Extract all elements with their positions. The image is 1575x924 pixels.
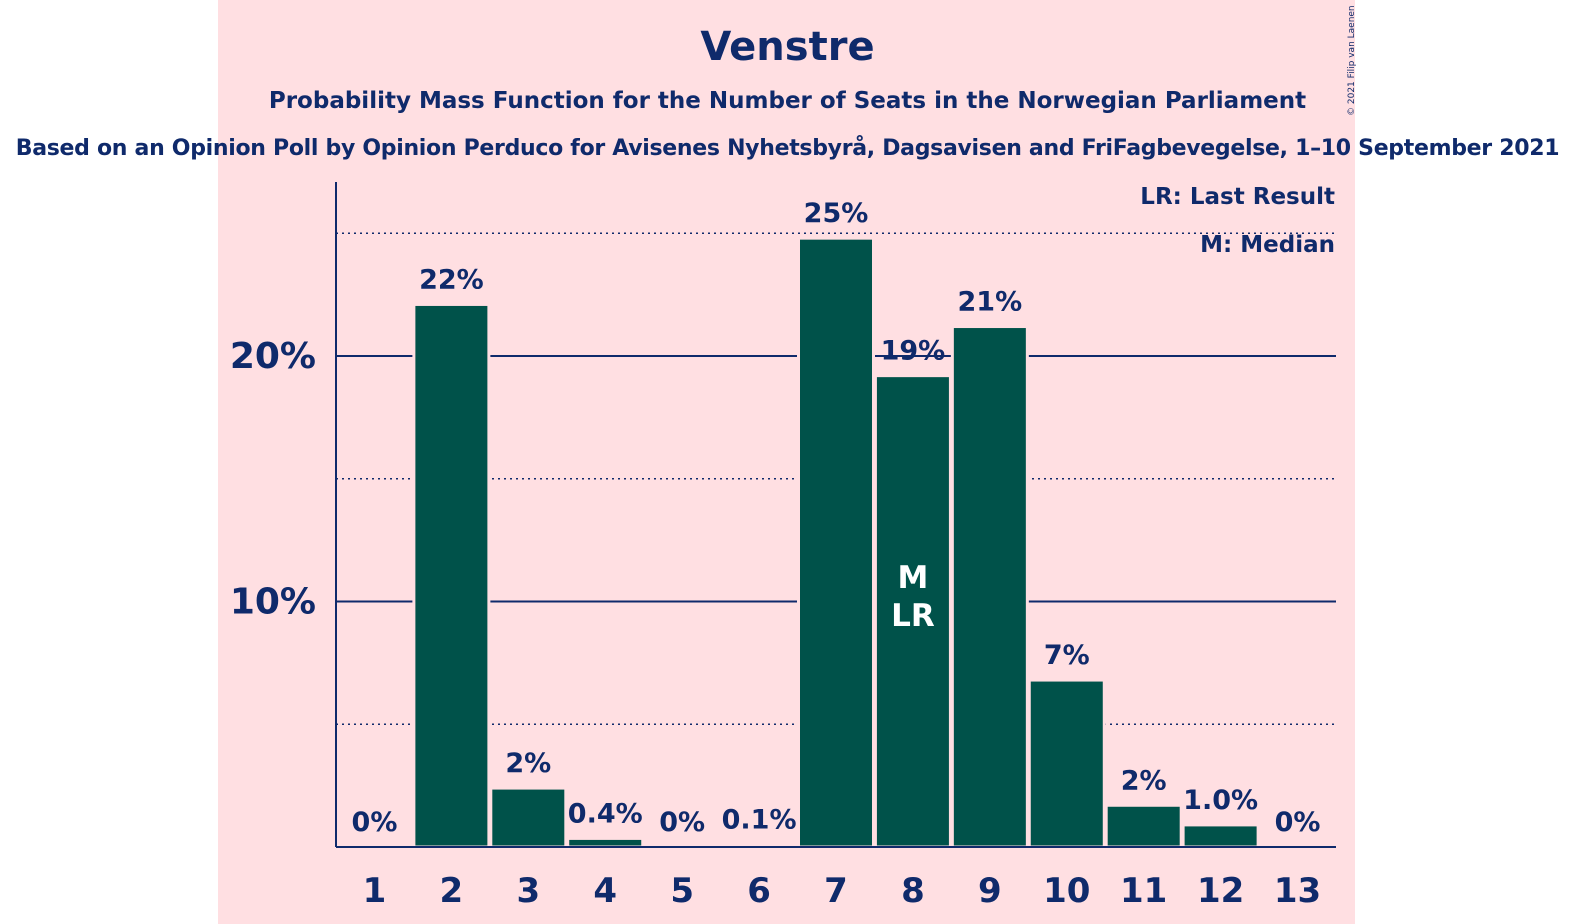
bar-seat-3 [489,786,568,849]
chart-source-line: Based on an Opinion Poll by Opinion Perd… [15,136,1560,161]
bar-seat-8 [873,374,952,849]
bar-seat-4 [566,836,645,849]
x-tick-label: 1 [363,871,387,911]
bar-seat-2 [412,302,491,849]
x-tick-label: 2 [440,871,464,911]
x-tick-label: 9 [978,871,1002,911]
data-label: 0% [659,807,705,838]
data-label: 2% [505,748,551,779]
bar-seat-11 [1104,803,1183,849]
x-tick-label: 10 [1043,871,1090,911]
x-tick-label: 8 [901,871,925,911]
data-label: 0% [1275,807,1321,838]
x-tick-label: 6 [747,871,771,911]
x-tick-label: 7 [824,871,848,911]
chart-background [218,0,1355,924]
data-label: 25% [804,198,869,229]
x-tick-label: 12 [1197,871,1244,911]
data-label: 0% [352,807,398,838]
chart-title: Venstre [700,24,875,70]
x-tick-label: 4 [593,871,617,911]
y-tick-label: 20% [230,336,316,377]
bar-seat-9 [950,325,1029,849]
data-label: 22% [419,264,484,295]
data-label: 2% [1121,765,1167,796]
x-tick-label: 5 [670,871,694,911]
data-label: 0.1% [722,805,797,836]
bar-seat-10 [1027,678,1106,849]
data-label: 1.0% [1183,785,1258,816]
y-tick-label: 10% [230,582,316,623]
legend-median: M: Median [1200,232,1335,258]
x-tick-label: 3 [516,871,540,911]
bar-seat-12 [1181,823,1260,849]
data-label: 21% [958,287,1023,318]
bar-annotation: M [897,560,928,596]
legend-last-result: LR: Last Result [1140,184,1335,210]
data-label: 7% [1044,640,1090,671]
chart-subtitle: Probability Mass Function for the Number… [268,88,1307,114]
bar-annotation: LR [891,598,935,634]
x-tick-label: 13 [1274,871,1321,911]
bar-seat-7 [797,236,875,849]
data-label: 0.4% [568,798,643,829]
data-label: 19% [881,336,946,367]
x-tick-label: 11 [1120,871,1167,911]
